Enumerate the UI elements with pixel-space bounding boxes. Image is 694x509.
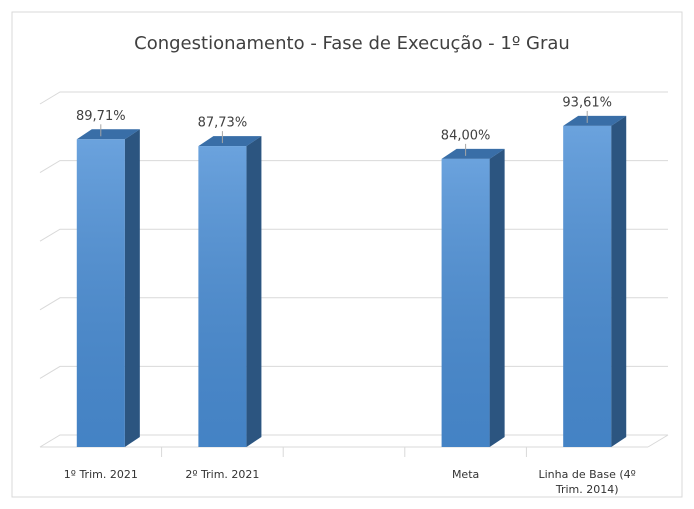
x-tick-label: 1º Trim. 2021 bbox=[63, 468, 138, 481]
bar-side-shade bbox=[124, 129, 140, 448]
data-label: 87,73% bbox=[198, 116, 248, 131]
bar-top-shade bbox=[441, 148, 505, 159]
bar-side bbox=[246, 136, 262, 447]
floor-edge bbox=[647, 434, 669, 448]
bar-side-shade bbox=[489, 148, 505, 447]
data-label: 89,71% bbox=[76, 109, 126, 124]
bar-side-shade bbox=[246, 136, 262, 447]
bar-top bbox=[441, 148, 505, 159]
bar-side-shade bbox=[611, 115, 627, 448]
chart-title: Congestionamento - Fase de Execução - 1º… bbox=[134, 33, 570, 54]
bar-side bbox=[611, 115, 627, 448]
bar-top-shade bbox=[563, 115, 627, 126]
bar-gloss bbox=[76, 139, 125, 448]
bar-top bbox=[563, 115, 627, 126]
data-label: 93,61% bbox=[562, 95, 612, 110]
bar-top-shade bbox=[198, 136, 262, 147]
x-tick-label: 2º Trim. 2021 bbox=[185, 468, 260, 481]
bar-side bbox=[124, 129, 140, 448]
bar-gloss bbox=[198, 146, 247, 447]
x-tick-label: Linha de Base (4º Trim. 2014) bbox=[538, 468, 636, 496]
bar-gloss bbox=[563, 125, 612, 448]
x-tick-label: Meta bbox=[451, 468, 480, 481]
bar-top bbox=[198, 136, 262, 147]
bar-side bbox=[489, 148, 505, 447]
bar-top bbox=[76, 129, 140, 140]
bar-gloss bbox=[441, 158, 490, 447]
data-label: 84,00% bbox=[441, 128, 491, 143]
bar-top-shade bbox=[76, 129, 140, 140]
grid-line bbox=[39, 91, 668, 105]
